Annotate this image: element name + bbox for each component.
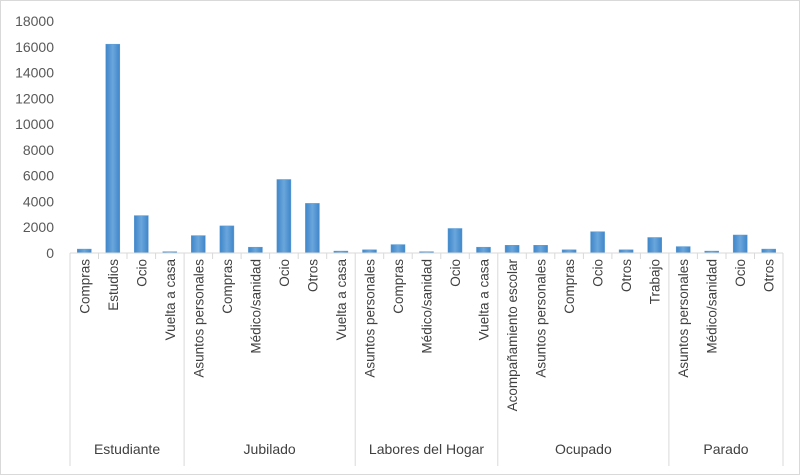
y-tick-label-16000: 16000 bbox=[15, 39, 54, 55]
category-label-ocupado-acompanamiento-escolar: Acompañamiento escolar bbox=[505, 259, 520, 412]
bar-jubilado-compras bbox=[219, 225, 235, 254]
category-label-estudiante-ocio: Ocio bbox=[134, 259, 149, 287]
y-tick-label-6000: 6000 bbox=[23, 168, 54, 184]
category-label-labores-del-hogar-ocio: Ocio bbox=[448, 259, 463, 287]
category-label-jubilado-ocio: Ocio bbox=[277, 259, 292, 287]
category-label-ocupado-trabajo: Trabajo bbox=[648, 259, 663, 304]
category-label-jubilado-medico-sanidad: Médico/sanidad bbox=[248, 259, 263, 354]
y-tick-label-14000: 14000 bbox=[15, 65, 54, 81]
category-label-ocupado-asuntos-personales: Asuntos personales bbox=[534, 259, 549, 378]
category-label-estudiante-compras: Compras bbox=[77, 259, 92, 314]
category-label-parado-ocio: Ocio bbox=[733, 259, 748, 287]
group-label-parado: Parado bbox=[703, 441, 748, 457]
y-tick-label-10000: 10000 bbox=[15, 116, 54, 132]
bar-jubilado-asuntos-personales bbox=[191, 235, 206, 254]
y-tick-label-0: 0 bbox=[46, 245, 54, 261]
bar-labores-del-hogar-ocio bbox=[447, 228, 463, 254]
category-label-labores-del-hogar-vuelta-a-casa: Vuelta a casa bbox=[477, 259, 492, 341]
category-label-estudiante-vuelta-a-casa: Vuelta a casa bbox=[163, 259, 178, 341]
bar-ocupado-asuntos-personales bbox=[533, 245, 548, 254]
bar-ocupado-ocio bbox=[590, 231, 605, 254]
category-label-labores-del-hogar-compras: Compras bbox=[391, 259, 406, 314]
group-label-ocupado: Ocupado bbox=[555, 441, 612, 457]
bar-parado-asuntos-personales bbox=[675, 246, 691, 254]
category-label-parado-medico-sanidad: Médico/sanidad bbox=[705, 259, 720, 354]
group-label-estudiante: Estudiante bbox=[94, 441, 160, 457]
category-label-jubilado-compras: Compras bbox=[220, 259, 235, 314]
group-label-jubilado: Jubilado bbox=[244, 441, 296, 457]
category-label-ocupado-compras: Compras bbox=[562, 259, 577, 314]
bar-estudiante-ocio bbox=[134, 215, 149, 254]
category-label-ocupado-otros: Otros bbox=[619, 259, 634, 292]
bar-jubilado-ocio bbox=[276, 179, 292, 254]
bar-ocupado-trabajo bbox=[647, 237, 662, 254]
category-label-parado-otros: Otros bbox=[762, 259, 777, 292]
y-tick-label-18000: 18000 bbox=[15, 13, 54, 29]
category-label-ocupado-ocio: Ocio bbox=[591, 259, 606, 287]
group-label-labores-del-hogar: Labores del Hogar bbox=[369, 441, 485, 457]
y-tick-label-2000: 2000 bbox=[23, 219, 54, 235]
bar-labores-del-hogar-vuelta-a-casa bbox=[476, 246, 491, 254]
y-tick-label-8000: 8000 bbox=[23, 142, 54, 158]
bar-jubilado-medico-sanidad bbox=[248, 246, 263, 254]
bar-parado-otros bbox=[761, 248, 776, 254]
bars bbox=[77, 43, 776, 254]
y-tick-label-4000: 4000 bbox=[23, 193, 54, 209]
bar-ocupado-acompanamiento-escolar bbox=[504, 245, 520, 254]
category-label-labores-del-hogar-asuntos-personales: Asuntos personales bbox=[362, 259, 377, 378]
category-label-jubilado-otros: Otros bbox=[305, 259, 320, 292]
category-label-labores-del-hogar-medico-sanidad: Médico/sanidad bbox=[420, 259, 435, 354]
x-axis: Compras Estudios Ocio Vuelta a casa Estudian… bbox=[69, 252, 784, 466]
bar-estudiante-compras bbox=[77, 248, 92, 254]
category-label-jubilado-asuntos-personales: Asuntos personales bbox=[191, 259, 206, 378]
category-label-parado-asuntos-personales: Asuntos personales bbox=[676, 259, 691, 378]
y-axis: 0 2000 4000 6000 8000 10000 12000 14000 16000 180… bbox=[15, 13, 54, 261]
category-label-jubilado-vuelta-a-casa: Vuelta a casa bbox=[334, 259, 349, 341]
bar-estudiante-estudios bbox=[105, 43, 121, 254]
bar-jubilado-otros bbox=[305, 203, 320, 254]
bar-parado-ocio bbox=[732, 234, 748, 254]
category-label-estudiante-estudios: Estudios bbox=[106, 259, 121, 311]
bar-labores-del-hogar-compras bbox=[390, 244, 406, 254]
y-tick-label-12000: 12000 bbox=[15, 90, 54, 106]
